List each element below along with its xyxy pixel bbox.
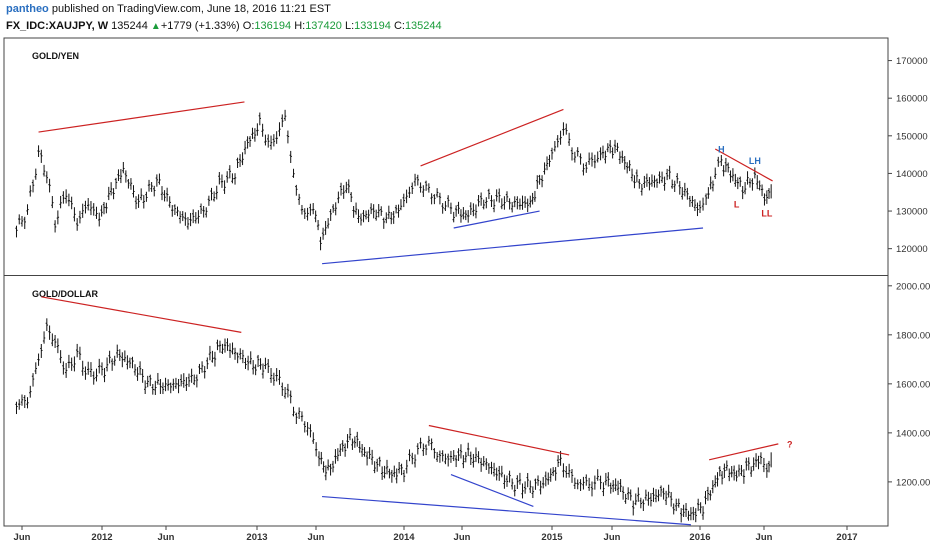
author-link[interactable]: pantheo — [6, 3, 49, 15]
annotation-label: LL — [761, 209, 772, 219]
annotation-label: ? — [787, 440, 793, 450]
low-label: L: — [344, 20, 355, 32]
x-tick-label: 2016 — [689, 532, 710, 543]
chart-pane-1: GOLD/YEN 170000 160000 150000 140000 130000 12… — [15, 51, 928, 265]
high-label: H: — [294, 20, 306, 32]
x-tick-label: 2014 — [393, 532, 415, 543]
trendline — [450, 473, 534, 507]
x-tick-label: Jun — [14, 532, 31, 543]
annotation-label: L — [734, 199, 740, 209]
y-tick-label: 1800.00 — [896, 330, 930, 341]
y-tick-label: 1600.00 — [896, 379, 930, 390]
trendline — [453, 210, 540, 229]
chart-frame — [3, 37, 889, 527]
x-tick-label: 2012 — [91, 532, 112, 543]
trendline — [420, 108, 564, 167]
trendline — [38, 101, 245, 133]
trendline — [714, 148, 773, 182]
symbol-label: FX_IDC:XAUJPY, W — [6, 20, 109, 32]
high-value: 137420 — [305, 20, 342, 32]
trendline — [41, 296, 242, 333]
y-tick-label: 2000.00 — [896, 281, 930, 292]
x-tick-label: Jun — [308, 532, 325, 543]
last-price: 135244 — [111, 20, 148, 32]
publish-info: pantheo published on TradingView.com, Ju… — [6, 3, 331, 15]
close-label: C: — [393, 20, 405, 32]
y-tick-label: 140000 — [896, 169, 928, 180]
x-tick-label: Jun — [158, 532, 175, 543]
y-tick-label: 120000 — [896, 244, 928, 255]
pane-title: GOLD/DOLLAR — [32, 289, 98, 299]
open-label: O: — [242, 20, 255, 32]
x-tick-label: 2015 — [541, 532, 563, 543]
x-tick-label: Jun — [756, 532, 773, 543]
open-value: 136194 — [254, 20, 292, 32]
x-tick-label: 2013 — [246, 532, 267, 543]
chart-pane-2: GOLD/DOLLAR 2000.00 1800.00 1600.00 1400.00 1… — [15, 281, 930, 526]
pane-title: GOLD/YEN — [32, 51, 79, 61]
trendline — [709, 443, 779, 461]
low-value: 133194 — [354, 20, 391, 32]
price-change: +1779 (+1.33%) — [160, 20, 240, 32]
trendline — [322, 495, 691, 526]
x-tick-label: Jun — [604, 532, 621, 543]
y-tick-label: 1200.00 — [896, 477, 930, 488]
close-value: 135244 — [404, 20, 442, 32]
publish-text: published on TradingView.com, June 18, 2… — [51, 3, 331, 15]
x-tick-label: 2017 — [836, 532, 857, 543]
annotation-label: H — [718, 145, 725, 155]
x-tick-label: Jun — [454, 532, 471, 543]
y-tick-label: 1400.00 — [896, 428, 930, 439]
trendline — [322, 227, 704, 265]
y-tick-label: 130000 — [896, 207, 928, 218]
y-tick-label: 150000 — [896, 131, 928, 142]
y-tick-label: 170000 — [896, 56, 928, 67]
y-tick-label: 160000 — [896, 94, 928, 105]
triangle-up-icon: ▲ — [150, 21, 161, 32]
trendline — [428, 424, 570, 456]
annotation-label: LH — [749, 156, 761, 166]
symbol-legend: FX_IDC:XAUJPY, W 135244 ▲+1779 (+1.33%) … — [6, 20, 442, 32]
